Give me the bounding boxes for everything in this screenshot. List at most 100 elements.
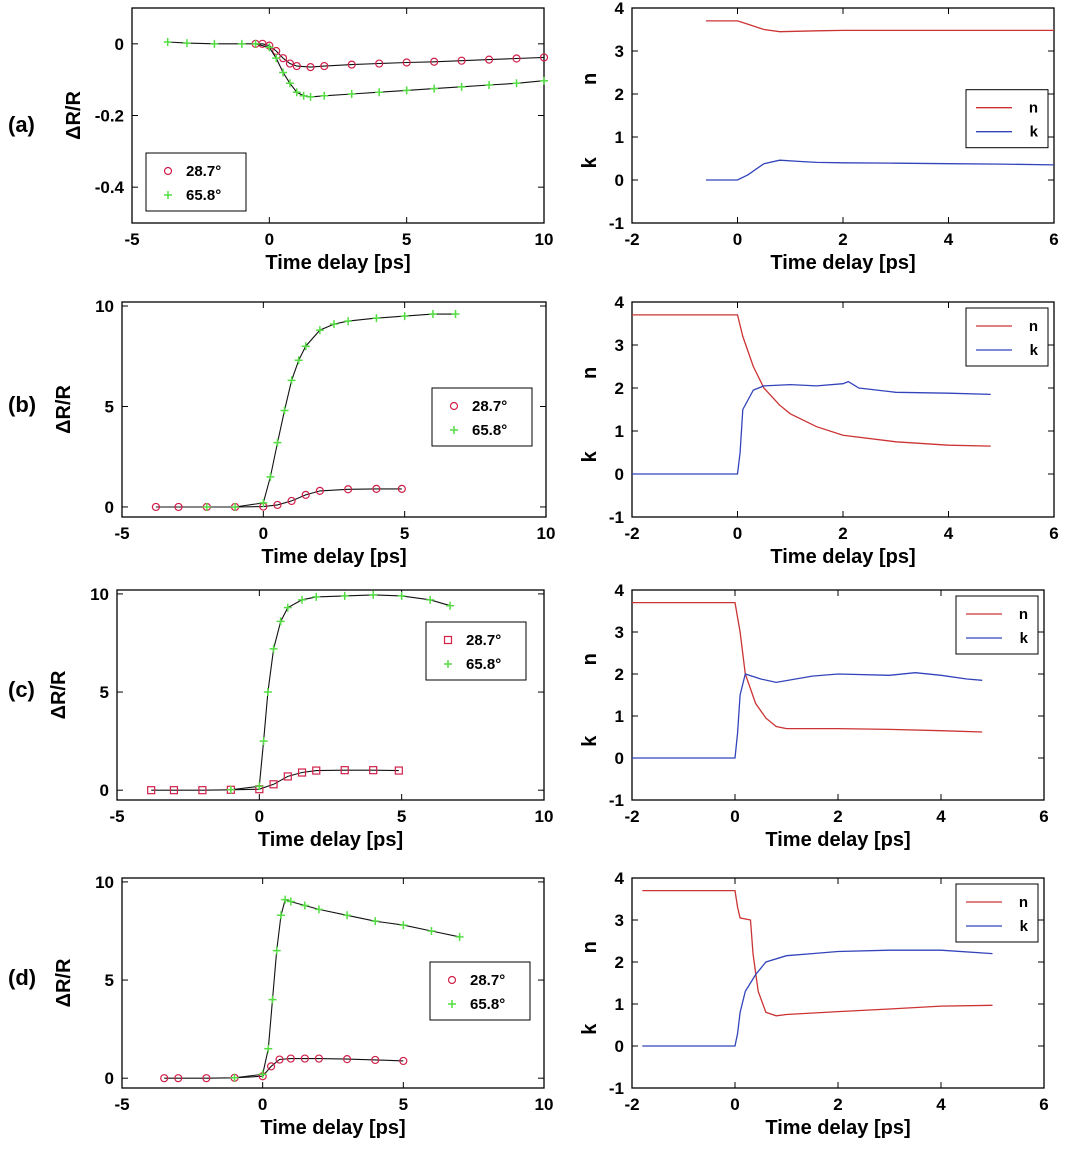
data-point-d-left-0-10 [342, 1055, 352, 1064]
series-a-right-0 [705, 20, 1054, 33]
legend-label-a-right-0: n [1029, 100, 1038, 117]
legend-label-b-right-0: n [1029, 318, 1038, 335]
data-point-a-left-1-11 [306, 92, 315, 101]
data-point-c-left-0-8 [312, 766, 321, 775]
x-axis-label-c-right: Time delay [ps] [765, 829, 910, 851]
y-tick-label-b-right-4: 3 [615, 336, 624, 355]
legend-label-c-right-0: n [1019, 606, 1028, 623]
legend-marker-c-left-1 [444, 660, 452, 668]
y-axis-label-k-d-right: k [579, 1023, 601, 1035]
x-tick-label-a-left-0: -5 [124, 230, 139, 249]
legend-c-left: 28.7° 65.8° [425, 621, 527, 681]
legend-label-b-left-0: 28.7° [472, 398, 507, 415]
row-label-a: (a) [8, 112, 35, 137]
x-tick-label-b-left-0: -5 [114, 524, 129, 543]
data-point-a-left-1-3 [237, 39, 246, 48]
x-tick-label-a-left-2: 5 [402, 230, 411, 249]
y-axis-label-n-c-right: n [579, 653, 601, 665]
data-point-d-left-0-2 [202, 1074, 211, 1083]
x-tick-label-b-left-1: 0 [259, 524, 268, 543]
data-point-a-left-1-18 [485, 81, 494, 90]
series-c-left-0 [147, 766, 403, 795]
data-point-d-left-1-11 [371, 917, 380, 926]
data-point-b-left-1-6 [287, 376, 296, 385]
data-point-c-left-0-2 [198, 786, 207, 795]
series-b-right-0 [632, 314, 991, 447]
y-tick-label-b-right-0: -1 [609, 508, 624, 527]
y-tick-label-c-left-0: 0 [100, 781, 109, 800]
data-point-a-left-0-6 [292, 61, 301, 71]
y-tick-label-d-right-4: 3 [615, 911, 624, 930]
data-point-c-left-0-6 [283, 772, 292, 781]
data-point-b-left-1-15 [451, 310, 460, 319]
x-tick-label-b-left-2: 5 [400, 524, 409, 543]
series-c-right-0 [632, 601, 983, 733]
series-line-a-right-1 [705, 159, 1055, 181]
data-point-b-left-1-7 [294, 356, 303, 365]
series-c-right-1 [632, 672, 983, 759]
data-point-a-left-0-11 [402, 58, 411, 67]
series-c-left-1 [226, 590, 455, 794]
x-axis-label-c-left: Time delay [ps] [258, 829, 403, 851]
data-point-b-left-0-11 [397, 484, 406, 493]
x-axis-label-d-left: Time delay [ps] [260, 1117, 405, 1139]
y-tick-label-b-right-3: 2 [615, 379, 624, 398]
legend-label-b-left-1: 65.8° [472, 422, 507, 439]
data-point-a-left-1-6 [272, 54, 281, 63]
y-axis-label-k-c-right: k [579, 735, 601, 747]
y-tick-label-a-left-1: -0.2 [95, 107, 124, 126]
legend-label-b-right-1: k [1030, 342, 1039, 359]
y-tick-label-d-left-1: 5 [105, 971, 114, 990]
fit-line-c-left-1 [230, 594, 451, 791]
data-point-c-left-1-9 [340, 591, 349, 600]
x-axis-label-a-left: Time delay [ps] [265, 252, 410, 274]
x-tick-label-b-right-1: 0 [733, 524, 742, 543]
x-tick-label-c-left-3: 10 [535, 807, 554, 826]
x-tick-label-a-left-1: 0 [265, 230, 274, 249]
data-point-b-left-1-2 [259, 498, 268, 507]
x-tick-label-d-right-1: 0 [730, 1095, 739, 1114]
data-point-b-left-0-6 [287, 496, 296, 506]
x-tick-label-c-right-2: 2 [833, 807, 842, 826]
legend-box-c-left [425, 621, 527, 681]
x-tick-label-b-right-3: 4 [944, 524, 954, 543]
series-d-left-1 [230, 895, 464, 1082]
data-point-d-left-0-5 [267, 1062, 276, 1071]
data-point-d-left-1-10 [343, 911, 352, 920]
data-point-d-left-1-13 [427, 926, 436, 935]
data-point-a-left-0-7 [306, 63, 315, 72]
x-tick-label-a-right-3: 4 [944, 230, 954, 249]
series-d-left-0 [160, 1054, 408, 1083]
data-point-a-left-1-0 [163, 38, 172, 47]
data-point-c-left-1-3 [263, 688, 272, 697]
fit-line-c-left-0 [151, 769, 399, 791]
data-point-d-left-0-9 [314, 1054, 324, 1063]
y-axis-label-b-left: ΔR/R [53, 385, 75, 434]
data-point-c-left-1-1 [255, 782, 264, 791]
data-point-a-left-1-2 [210, 39, 219, 48]
data-point-c-left-0-10 [369, 766, 378, 775]
data-point-b-left-0-10 [372, 484, 381, 493]
data-point-c-left-1-8 [312, 592, 321, 601]
data-point-a-left-0-14 [484, 55, 494, 64]
x-tick-label-b-left-3: 10 [537, 524, 556, 543]
legend-b-left: 28.7° 65.8° [431, 387, 533, 447]
x-tick-label-d-left-1: 0 [258, 1095, 267, 1114]
legend-label-d-left-0: 28.7° [470, 972, 505, 989]
data-point-d-left-1-7 [286, 897, 295, 906]
y-tick-label-c-right-5: 4 [615, 581, 625, 600]
data-point-b-left-1-4 [273, 438, 282, 447]
data-point-a-left-1-7 [279, 68, 288, 77]
y-tick-label-a-right-2: 1 [615, 128, 624, 147]
series-line-d-right-1 [642, 949, 993, 1047]
series-line-b-right-0 [632, 314, 991, 447]
data-point-d-left-0-8 [300, 1054, 309, 1063]
data-point-a-left-1-13 [347, 90, 356, 98]
data-point-d-left-0-7 [286, 1054, 295, 1063]
y-tick-label-a-left-0: 0 [115, 35, 124, 54]
legend-box-d-left [429, 961, 531, 1021]
y-tick-label-b-left-0: 0 [105, 498, 114, 517]
fit-line-a-left-0 [255, 43, 545, 68]
